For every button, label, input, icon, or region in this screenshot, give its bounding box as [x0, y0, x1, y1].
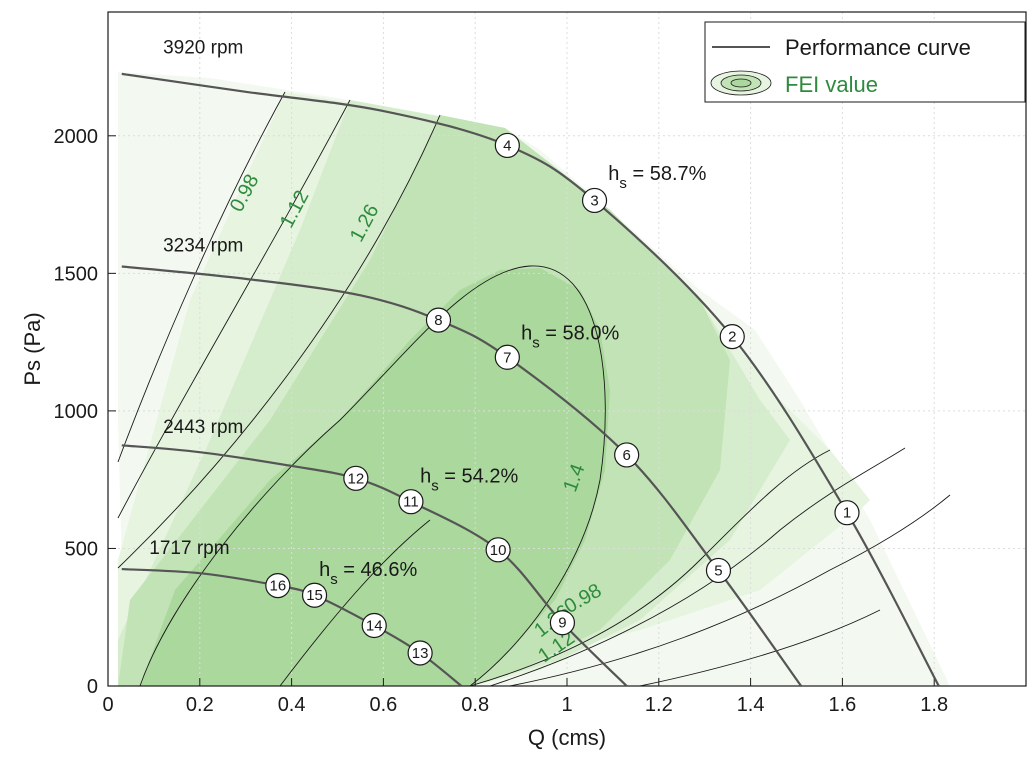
x-tick-label: 0 — [102, 694, 113, 716]
rpm-label: 3920 rpm — [163, 37, 243, 58]
legend-performance-label: Performance curve — [785, 35, 971, 60]
contour-line — [117, 99, 351, 519]
operating-point-4: 4 — [494, 132, 520, 159]
plot-frame — [107, 11, 1027, 687]
operating-point-label: 14 — [366, 617, 383, 634]
operating-point-marker — [485, 537, 511, 563]
contour-line — [639, 609, 881, 686]
x-tick-label: 1.6 — [828, 694, 856, 716]
operating-point-3: 3 — [581, 187, 608, 214]
contour-line — [117, 91, 286, 463]
operating-point-marker — [494, 132, 520, 159]
efficiency-label: hs = 54.2% — [420, 465, 518, 494]
operating-point-16: 16 — [265, 572, 291, 599]
operating-point-8: 8 — [425, 307, 452, 333]
operating-point-label: 7 — [503, 349, 511, 366]
operating-point-5: 5 — [705, 557, 732, 584]
operating-point-label: 10 — [490, 542, 507, 559]
x-tick-label: 1.8 — [920, 694, 948, 716]
x-axis-label: Q (cms) — [528, 725, 606, 750]
operating-point-marker — [705, 557, 732, 584]
rpm-label: 3234 rpm — [163, 235, 243, 256]
operating-point-15: 15 — [301, 582, 328, 608]
operating-point-6: 6 — [614, 442, 640, 468]
operating-point-marker — [398, 489, 424, 515]
y-tick-labels: 0 500 1000 1500 2000 — [54, 126, 99, 698]
x-tick-label: 1.4 — [737, 694, 765, 716]
legend-fei-label: FEI value — [785, 72, 878, 97]
efficiency-label: hs = 58.0% — [521, 322, 619, 351]
operating-point-7: 7 — [494, 344, 520, 370]
y-tick-label: 1500 — [54, 263, 99, 285]
contour-line — [117, 114, 441, 569]
efficiency-label: hs = 46.6% — [319, 559, 417, 588]
operating-point-marker — [425, 307, 452, 333]
x-tick-label: 0.8 — [461, 694, 489, 716]
operating-point-11: 11 — [398, 489, 424, 515]
operating-point-label: 3 — [590, 192, 598, 209]
rpm-label: 1717 rpm — [149, 538, 229, 559]
operating-point-13: 13 — [407, 640, 433, 666]
x-tick-labels: 0 0.2 0.4 0.6 0.8 1 1.2 1.4 1.6 1.8 — [102, 694, 948, 716]
contour-line — [469, 449, 831, 686]
operating-point-label: 15 — [306, 587, 323, 604]
operating-point-1: 1 — [834, 500, 860, 526]
x-tick-label: 1 — [561, 694, 572, 716]
operating-point-marker — [361, 612, 387, 639]
operating-point-10: 10 — [485, 537, 511, 563]
operating-point-label: 4 — [503, 137, 511, 154]
operating-point-marker — [301, 582, 328, 608]
y-tick-label: 2000 — [54, 126, 99, 148]
operating-point-marker — [581, 187, 608, 214]
operating-point-14: 14 — [361, 612, 387, 639]
efficiency-labels: hs = 58.7% hs = 58.0% hs = 54.2% hs = 46.6% — [319, 163, 707, 588]
y-tick-label: 500 — [65, 538, 98, 560]
operating-point-label: 5 — [714, 562, 722, 579]
operating-point-label: 12 — [348, 470, 365, 487]
legend-contour-icon — [710, 70, 772, 96]
rpm-label: 2443 rpm — [163, 417, 243, 438]
contour-line — [279, 519, 431, 686]
contour-line — [489, 447, 906, 686]
operating-point-label: 11 — [403, 494, 419, 511]
x-tick-label: 0.4 — [278, 694, 306, 716]
rpm-labels: 3920 rpm 3234 rpm 2443 rpm 1717 rpm — [149, 37, 243, 559]
operating-point-marker — [265, 572, 291, 599]
y-tick-label: 0 — [87, 676, 98, 698]
legend: Performance curve FEI value — [704, 21, 1026, 103]
operating-point-marker — [614, 442, 640, 468]
x-tick-label: 1.2 — [645, 694, 673, 716]
operating-point-marker — [407, 640, 433, 666]
operating-point-9: 9 — [549, 610, 576, 636]
y-tick-label: 1000 — [54, 401, 99, 423]
operating-point-12: 12 — [343, 465, 369, 491]
operating-point-marker — [494, 344, 520, 370]
operating-point-label: 13 — [412, 645, 429, 662]
operating-point-label: 6 — [622, 447, 630, 464]
operating-point-marker — [834, 500, 860, 526]
y-axis-label: Ps (Pa) — [20, 312, 45, 385]
operating-point-marker — [549, 610, 576, 636]
operating-point-label: 2 — [728, 329, 736, 346]
operating-point-label: 1 — [843, 505, 851, 522]
x-tick-label: 0.2 — [186, 694, 214, 716]
operating-point-label: 16 — [269, 578, 286, 595]
operating-point-label: 9 — [558, 615, 566, 632]
contour-line — [139, 265, 606, 686]
operating-point-marker — [343, 465, 369, 491]
fei-regions — [118, 72, 950, 686]
operating-point-2: 2 — [719, 324, 745, 350]
fei-contour-lines — [117, 91, 951, 686]
efficiency-label: hs = 58.7% — [608, 163, 706, 192]
x-tick-label: 0.6 — [369, 694, 397, 716]
operating-point-marker — [719, 324, 745, 350]
operating-point-label: 8 — [434, 312, 442, 329]
